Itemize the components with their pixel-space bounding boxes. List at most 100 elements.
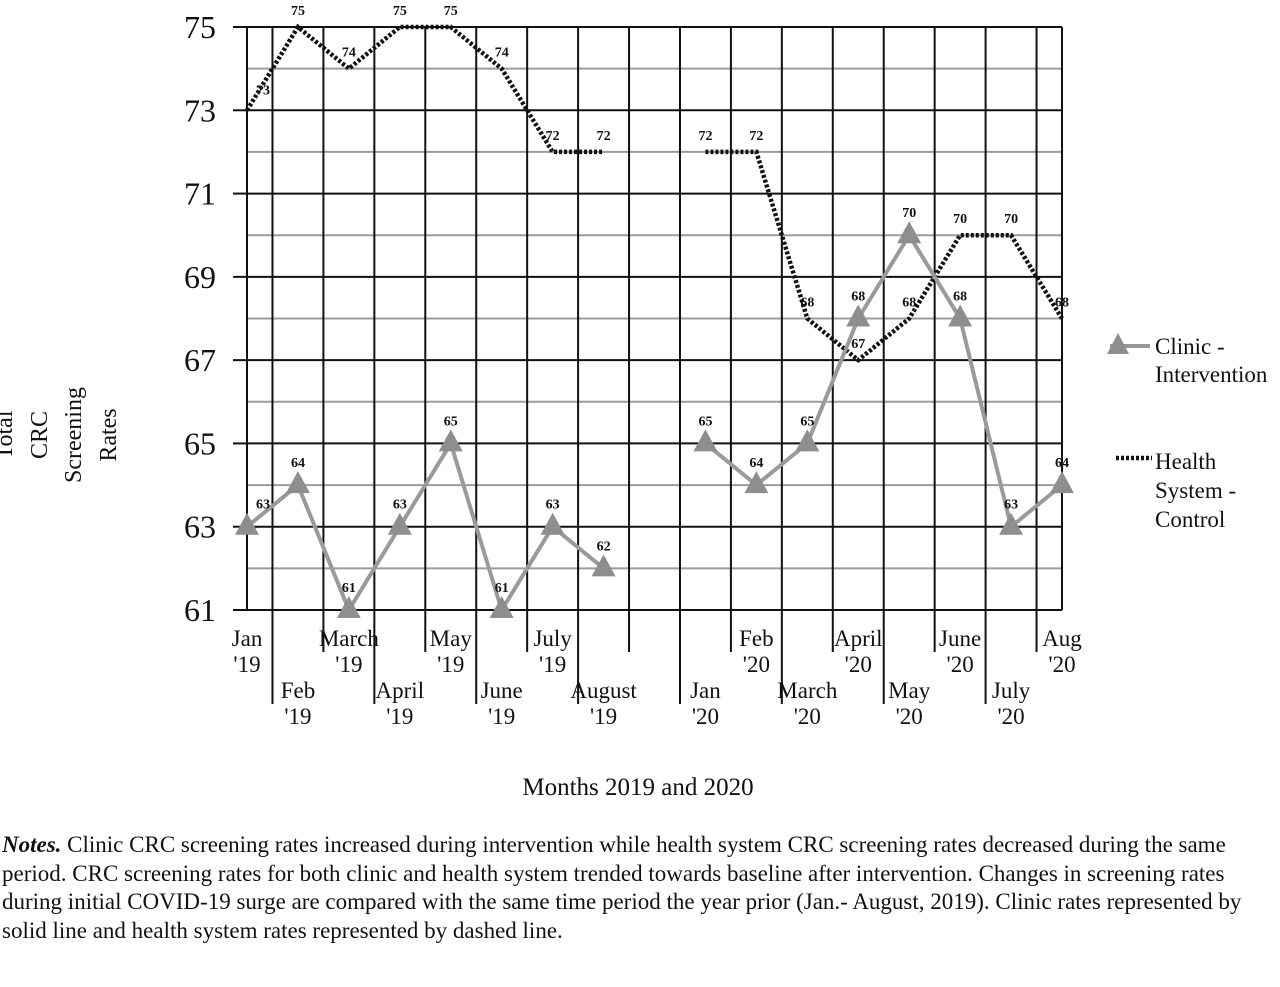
clinic-data-label: 68 bbox=[851, 290, 865, 305]
x-axis-title: Months 2019 and 2020 bbox=[522, 774, 753, 801]
clinic-data-label: 64 bbox=[1055, 456, 1069, 471]
x-tick-label-month: June bbox=[481, 678, 523, 703]
y-tick-label: 65 bbox=[184, 425, 216, 461]
x-tick-label-year: '20 bbox=[845, 652, 872, 677]
x-tick-label-year: '20 bbox=[743, 652, 770, 677]
health-system-data-label: 72 bbox=[698, 129, 712, 144]
health-system-data-label: 72 bbox=[749, 129, 763, 144]
x-tick-label-year: '19 bbox=[335, 652, 362, 677]
x-tick-label-year: '20 bbox=[947, 652, 974, 677]
clinic-point-marker bbox=[795, 429, 820, 452]
clinic-data-label: 63 bbox=[546, 498, 560, 513]
clinic-point-marker bbox=[1050, 471, 1074, 494]
x-tick-label-month: Aug bbox=[1042, 626, 1082, 651]
x-tick-label-year: '20 bbox=[997, 704, 1024, 729]
x-tick-label-year: '20 bbox=[896, 704, 923, 729]
health-system-data-label: 75 bbox=[393, 4, 407, 19]
notes-text: Clinic CRC screening rates increased dur… bbox=[2, 832, 1242, 943]
clinic-data-label: 61 bbox=[342, 581, 356, 596]
x-tick-label-month: Feb bbox=[281, 678, 316, 703]
clinic-point-marker bbox=[235, 512, 259, 535]
y-axis-title: Total bbox=[0, 410, 18, 459]
x-tick-label-month: June bbox=[939, 626, 981, 651]
clinic-point-marker bbox=[948, 304, 973, 327]
x-tick-label-month: March bbox=[319, 626, 380, 651]
x-tick-label-month: May bbox=[888, 678, 931, 703]
x-tick-label-year: '19 bbox=[437, 652, 464, 677]
x-tick-label-month: July bbox=[533, 626, 572, 651]
x-tick-label-year: '20 bbox=[1048, 652, 1075, 677]
x-tick-label-month: August bbox=[570, 678, 637, 703]
clinic-data-label: 65 bbox=[800, 414, 814, 429]
y-tick-label: 63 bbox=[184, 509, 216, 545]
health-system-data-label: 72 bbox=[597, 129, 611, 144]
health-system-line bbox=[245, 23, 604, 155]
health-system-data-label: 73 bbox=[256, 83, 270, 98]
x-tick-label-month: Feb bbox=[739, 626, 774, 651]
chart: 6163656769717375Jan'19Feb'19March'19Apri… bbox=[0, 4, 1268, 801]
x-tick-label-month: April bbox=[376, 678, 425, 703]
clinic-data-label: 63 bbox=[1004, 498, 1018, 513]
health-system-line bbox=[705, 149, 1064, 364]
x-tick-label-year: '20 bbox=[794, 704, 821, 729]
axes: 6163656769717375Jan'19Feb'19March'19Apri… bbox=[0, 9, 1082, 801]
y-axis-title: Rates bbox=[96, 408, 122, 461]
clinic-point-marker bbox=[489, 596, 514, 618]
x-tick-label-month: May bbox=[430, 626, 473, 651]
x-tick-label-month: March bbox=[777, 678, 838, 703]
legend-clinic-label: Clinic - bbox=[1155, 334, 1225, 359]
health-system-data-label: 72 bbox=[546, 129, 560, 144]
x-tick-label-year: '19 bbox=[284, 704, 311, 729]
clinic-point-marker bbox=[591, 554, 616, 577]
x-tick-label-year: '19 bbox=[386, 704, 413, 729]
clinic-data-label: 62 bbox=[597, 539, 611, 554]
clinic-data-label: 65 bbox=[698, 414, 712, 429]
health-system-data-label: 67 bbox=[851, 337, 865, 352]
clinic-point-marker bbox=[744, 471, 769, 494]
health-system-data-label: 74 bbox=[495, 46, 509, 61]
y-axis-title: Screening bbox=[61, 387, 87, 483]
clinic-point-marker bbox=[897, 221, 922, 244]
y-tick-label: 75 bbox=[184, 9, 216, 45]
health-system-data-label: 75 bbox=[444, 4, 458, 19]
clinic-line bbox=[245, 438, 605, 615]
x-tick-label-year: '19 bbox=[488, 704, 515, 729]
health-system-data-label: 70 bbox=[953, 212, 967, 227]
clinic-point-marker bbox=[999, 512, 1024, 535]
clinic-point-marker bbox=[846, 304, 871, 327]
y-axis-title: CRC bbox=[27, 411, 53, 459]
health-system-data-label: 74 bbox=[342, 46, 356, 61]
y-tick-label: 73 bbox=[184, 92, 216, 128]
legend-health-system-label: Health bbox=[1155, 449, 1217, 474]
health-system-data-label: 70 bbox=[1004, 212, 1018, 227]
y-tick-label: 61 bbox=[184, 592, 216, 628]
clinic-data-label: 61 bbox=[495, 581, 509, 596]
clinic-point-marker bbox=[540, 512, 565, 535]
clinic-data-label: 64 bbox=[291, 456, 305, 471]
clinic-point-marker bbox=[438, 429, 463, 452]
data-labels: 73 75 74 75 75 74 72 72 72 72 68 67 68 70 70 68 63 64 61 63… bbox=[256, 4, 1069, 596]
y-tick-label: 71 bbox=[184, 176, 216, 212]
y-tick-label: 69 bbox=[184, 259, 216, 295]
health-system-data-label: 68 bbox=[1055, 296, 1069, 311]
legend-health-system-label: System - bbox=[1155, 478, 1236, 503]
clinic-data-label: 63 bbox=[393, 498, 407, 513]
clinic-data-label: 68 bbox=[953, 290, 967, 305]
clinic-data-label: 70 bbox=[902, 206, 916, 221]
clinic-data-label: 65 bbox=[444, 414, 458, 429]
x-tick-label-month: Jan bbox=[690, 678, 721, 703]
health-system-data-label: 75 bbox=[291, 4, 305, 19]
legend-clinic-marker bbox=[1107, 333, 1129, 354]
clinic-data-label: 64 bbox=[749, 456, 763, 471]
x-tick-label-month: Jan bbox=[232, 626, 263, 651]
grid bbox=[247, 26, 1062, 611]
clinic-point-marker bbox=[285, 471, 310, 494]
x-tick-label-year: '20 bbox=[692, 704, 719, 729]
legend-health-system-label: Control bbox=[1155, 507, 1225, 532]
legend-clinic-label: Intervention bbox=[1155, 362, 1268, 387]
notes-paragraph: Notes. Clinic CRC screening rates increa… bbox=[2, 831, 1274, 945]
clinic-point-marker bbox=[693, 429, 718, 452]
x-tick-label-month: July bbox=[992, 678, 1031, 703]
x-tick-label-year: '19 bbox=[590, 704, 617, 729]
health-system-data-label: 68 bbox=[902, 296, 916, 311]
